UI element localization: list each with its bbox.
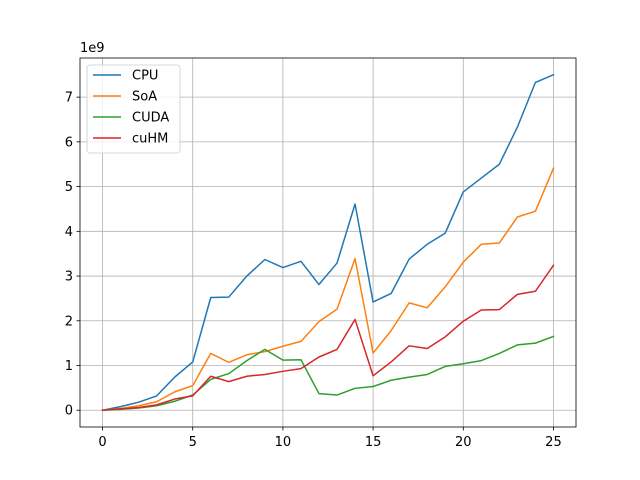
legend-label-cuda: CUDA [132,111,169,126]
y-tick-label: 6 [65,135,73,150]
legend-box [86,64,181,154]
y-tick-label: 2 [65,314,73,329]
series-layer [101,73,555,412]
x-tick-label: 25 [545,435,562,450]
x-tick-label: 5 [189,435,197,450]
x-tick-label: 0 [98,435,106,450]
axes-frame [79,57,577,428]
legend-label-cpu: CPU [132,69,158,84]
series-line-cpu [101,73,555,412]
y-tick-label: 5 [65,180,73,195]
y-tick-label: 4 [65,225,73,240]
legend: CPU SoA CUDA cuHM [86,64,181,154]
y-tick-label: 7 [65,91,73,106]
y-tick-label: 0 [65,404,73,419]
series-line-soa [101,167,555,412]
x-tick-label: 10 [275,435,292,450]
y-tick-label: 3 [65,270,73,285]
x-tick-labels: 0 5 10 15 20 25 [98,435,561,450]
x-tick-label: 20 [455,435,472,450]
x-tick-label: 15 [365,435,382,450]
y-tick-label: 1 [65,359,73,374]
series-line-cuhm [101,264,555,412]
legend-label-soa: SoA [132,90,157,105]
tick-marks [76,96,554,431]
grid-lines [80,58,576,427]
y-tick-labels: 0 1 2 3 4 5 6 7 [65,91,73,419]
y-offset-label: 1e9 [80,41,105,56]
legend-label-cuhm: cuHM [132,132,168,147]
series-line-cuda [101,335,555,412]
